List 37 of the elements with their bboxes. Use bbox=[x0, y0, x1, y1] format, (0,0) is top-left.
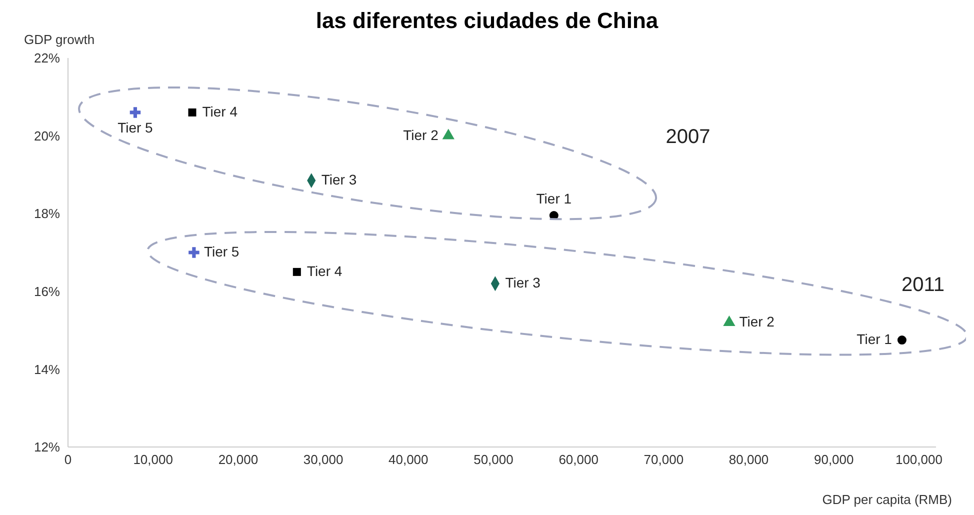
x-tick-label: 70,000 bbox=[644, 452, 684, 468]
annotation: 2011 bbox=[901, 274, 945, 296]
x-tick-label: 0 bbox=[64, 452, 72, 468]
series-label: Tier 1 bbox=[856, 331, 892, 348]
x-tick-label: 100,000 bbox=[895, 452, 942, 468]
y-tick-label: 20% bbox=[34, 128, 60, 144]
chart-title: las diferentes ciudades de China bbox=[316, 8, 658, 33]
x-tick-label: 10,000 bbox=[133, 452, 173, 468]
x-tick-label: 90,000 bbox=[814, 452, 854, 468]
x-tick-label: 20,000 bbox=[218, 452, 258, 468]
point bbox=[130, 107, 141, 118]
text: Tier 2 bbox=[739, 314, 774, 330]
text: Tier 3 bbox=[505, 274, 540, 291]
y-tick-label: 16% bbox=[34, 284, 60, 300]
x-tick-label: 60,000 bbox=[558, 452, 598, 468]
x-tick-label: 80,000 bbox=[728, 452, 769, 468]
x-tick-label: 40,000 bbox=[388, 452, 428, 468]
y-tick-label: 14% bbox=[34, 362, 60, 377]
y-tick-label: 12% bbox=[34, 440, 60, 455]
y-tick-label: 18% bbox=[34, 206, 60, 222]
y-tick-label: 22% bbox=[34, 50, 60, 66]
series-label: Tier 3 bbox=[321, 172, 357, 188]
point bbox=[188, 108, 196, 116]
annotation: 2007 bbox=[666, 126, 710, 148]
series-label: Tier 2 bbox=[403, 126, 439, 143]
text: Tier 5 bbox=[118, 119, 153, 136]
text: Tier 1 bbox=[536, 190, 572, 207]
series-label: Tier 5 bbox=[204, 244, 240, 260]
series-label: Tier 4 bbox=[202, 103, 238, 120]
x-axis-title: GDP per capita (RMB) bbox=[822, 492, 952, 507]
text: Tier 4 bbox=[306, 262, 342, 279]
point bbox=[188, 247, 200, 258]
point bbox=[897, 336, 906, 345]
x-tick-label: 50,000 bbox=[474, 452, 514, 468]
x-tick-label: 30,000 bbox=[303, 452, 344, 468]
y-axis-title: GDP growth bbox=[24, 32, 95, 47]
point bbox=[292, 268, 301, 276]
